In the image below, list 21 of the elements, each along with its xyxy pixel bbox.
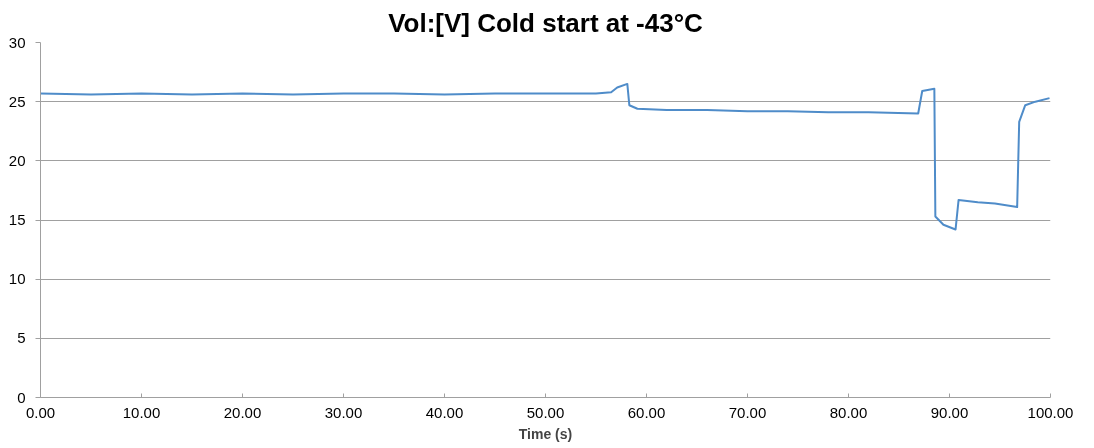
x-tick-label: 30.00 xyxy=(324,403,363,421)
x-tick-label: 10.00 xyxy=(122,403,161,421)
y-tick-label: 10 xyxy=(8,270,26,288)
x-axis-title: Time (s) xyxy=(518,425,573,442)
x-tick-label: 100.00 xyxy=(1027,403,1074,421)
line-series xyxy=(40,82,1051,231)
x-tick-label: 70.00 xyxy=(728,403,767,421)
x-tick-label: 60.00 xyxy=(627,403,666,421)
x-tick-label: 40.00 xyxy=(425,403,464,421)
y-tick-label: 30 xyxy=(8,33,26,51)
y-tick-label: 15 xyxy=(8,211,26,228)
x-tick-label: 80.00 xyxy=(829,403,868,421)
y-tick-label: 25 xyxy=(8,92,26,110)
x-tick-label: 0.00 xyxy=(25,403,56,421)
y-tick-label: 5 xyxy=(17,329,26,347)
chart-title: Vol:[V] Cold start at -43°C xyxy=(388,7,704,38)
x-tick-label: 90.00 xyxy=(930,403,969,421)
y-tick-label: 20 xyxy=(8,151,26,169)
y-tick-label: 0 xyxy=(17,388,26,406)
x-tick-label: 20.00 xyxy=(223,403,262,421)
x-tick-label: 50.00 xyxy=(526,403,565,421)
